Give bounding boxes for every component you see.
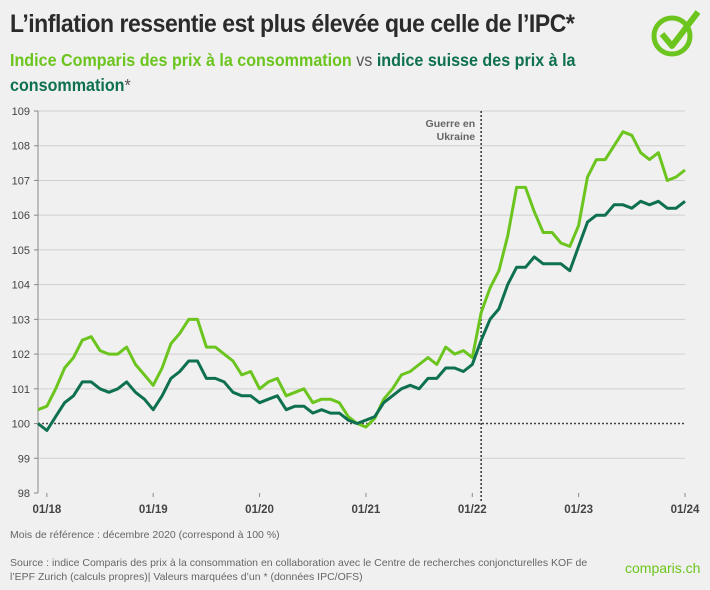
x-tick-label: 01/22 [458, 504, 487, 516]
y-tick-label: 102 [12, 349, 30, 361]
subtitle-asterisk: * [124, 75, 131, 95]
chart-subtitle: Indice Comparis des prix à la consommati… [10, 48, 599, 98]
subtitle-vs: vs [351, 50, 377, 70]
x-tick-label: 01/21 [352, 504, 381, 516]
source-note: Source : indice Comparis des prix à la c… [10, 557, 588, 583]
y-tick-label: 98 [18, 488, 30, 500]
annotation-line2: Ukraine [437, 131, 476, 143]
y-tick-label: 108 [12, 141, 30, 153]
series-line-comparis [37, 130, 686, 429]
x-tick-label: 01/24 [671, 504, 700, 516]
y-tick-label: 109 [12, 106, 30, 118]
y-tick-label: 105 [12, 245, 30, 257]
subtitle-cpi: indice suisse des prix à la consommation [10, 50, 576, 95]
annotation-line1: Guerre en [426, 118, 476, 130]
series-line-cpi [37, 199, 686, 432]
y-tick-label: 99 [18, 453, 30, 465]
reference-note: Mois de référence : décembre 2020 (corre… [10, 529, 280, 541]
comparis-logo: comparis.ch [625, 560, 701, 576]
y-tick-label: 103 [12, 314, 30, 326]
x-tick-label: 01/23 [564, 504, 593, 516]
chart-title: L’inflation ressentie est plus élevée qu… [10, 10, 575, 38]
x-tick-label: 01/19 [139, 504, 168, 516]
y-tick-label: 100 [12, 419, 30, 431]
y-tick-label: 101 [12, 384, 30, 396]
y-tick-label: 106 [12, 210, 30, 222]
line-chart: 98 99 100 101 102 103 104 105 106 107 108 109 01/18 0… [12, 106, 700, 516]
y-tick-label: 107 [12, 175, 30, 187]
y-tick-label: 104 [12, 280, 30, 292]
check-circle-icon [651, 10, 701, 57]
x-tick-label: 01/18 [32, 504, 61, 516]
subtitle-comparis: Indice Comparis des prix à la consommati… [10, 50, 352, 70]
x-tick-label: 01/20 [245, 504, 274, 516]
